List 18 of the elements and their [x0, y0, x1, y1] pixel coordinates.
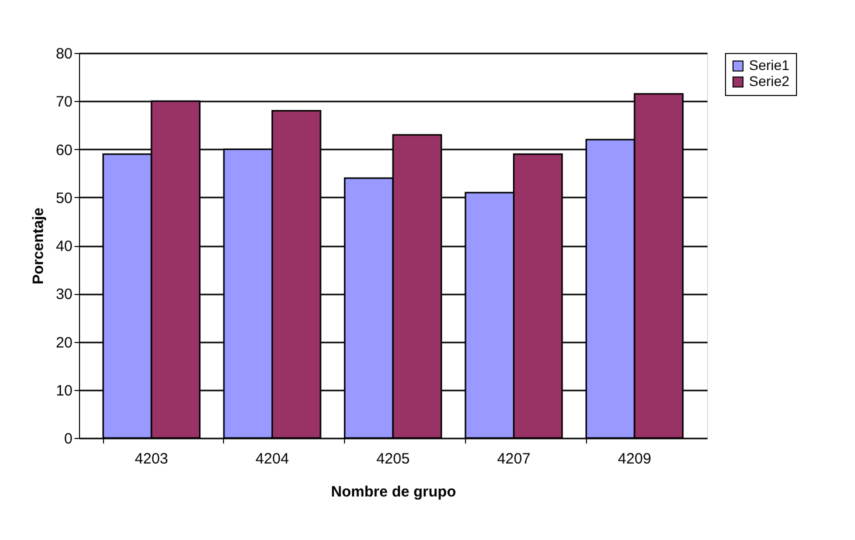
- x-tick-label: 4207: [497, 450, 530, 468]
- y-tick-label: 70: [56, 94, 72, 111]
- y-tick-label: 60: [56, 142, 72, 159]
- x-tick-label: 4205: [376, 450, 410, 468]
- y-axis-title: Porcentaje: [30, 208, 47, 284]
- y-tick-label: 0: [64, 430, 72, 448]
- legend-label: Serie1: [749, 57, 790, 73]
- y-tick-label: 40: [56, 238, 72, 255]
- y-tick-label: 30: [56, 286, 72, 304]
- x-tick-label: 4203: [134, 450, 168, 468]
- x-axis-title: Nombre de grupo: [330, 484, 456, 500]
- y-tick-label: 10: [56, 382, 72, 400]
- x-tick-label: 4204: [256, 450, 289, 468]
- x-tick-label: 4209: [618, 450, 652, 468]
- legend-label: Serie2: [749, 73, 790, 89]
- y-tick-label: 20: [56, 334, 72, 352]
- y-tick-label: 50: [56, 190, 72, 207]
- y-tick-label: 80: [56, 46, 72, 62]
